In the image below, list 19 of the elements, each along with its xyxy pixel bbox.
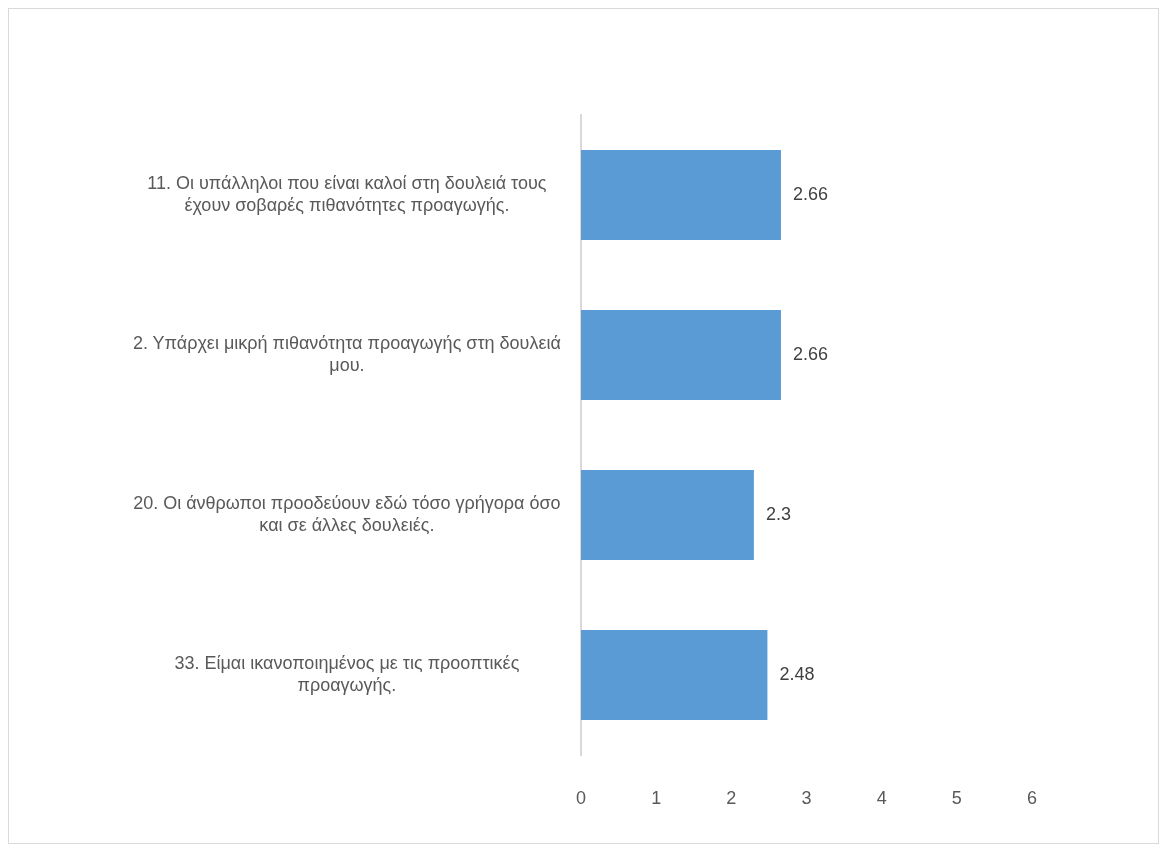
bar xyxy=(581,470,754,560)
x-tick-label: 2 xyxy=(726,787,737,808)
x-tick-label: 4 xyxy=(876,787,887,808)
data-label: 2.66 xyxy=(792,343,828,364)
y-tick-label: 2. Υπάρχει μικρή πιθανότητα προαγωγής στη δουλειά μου. xyxy=(132,333,561,375)
data-label: 2.3 xyxy=(765,503,791,524)
bar xyxy=(581,150,781,240)
x-tick-label: 1 xyxy=(651,787,662,808)
bar xyxy=(581,310,781,400)
bar xyxy=(581,630,768,720)
x-tick-label: 5 xyxy=(951,787,962,808)
data-label: 2.48 xyxy=(779,663,815,684)
y-tick-label: 33. Είμαι ικανοποιημένος με τις προοπτικές προαγωγής. xyxy=(174,653,520,695)
x-tick-label: 3 xyxy=(801,787,812,808)
y-tick-label: 11. Οι υπάλληλοι που είναι καλοί στη δουλειά τους έχουν σοβαρές πιθανότητες προαγωγής. xyxy=(147,173,547,215)
data-label: 2.66 xyxy=(792,183,828,204)
y-tick-label: 20. Οι άνθρωποι προοδεύουν εδώ τόσο γρήγορα όσο και σε άλλες δουλειές. xyxy=(133,493,561,535)
x-tick-label: 0 xyxy=(575,787,587,808)
x-tick-label: 6 xyxy=(1026,787,1038,808)
